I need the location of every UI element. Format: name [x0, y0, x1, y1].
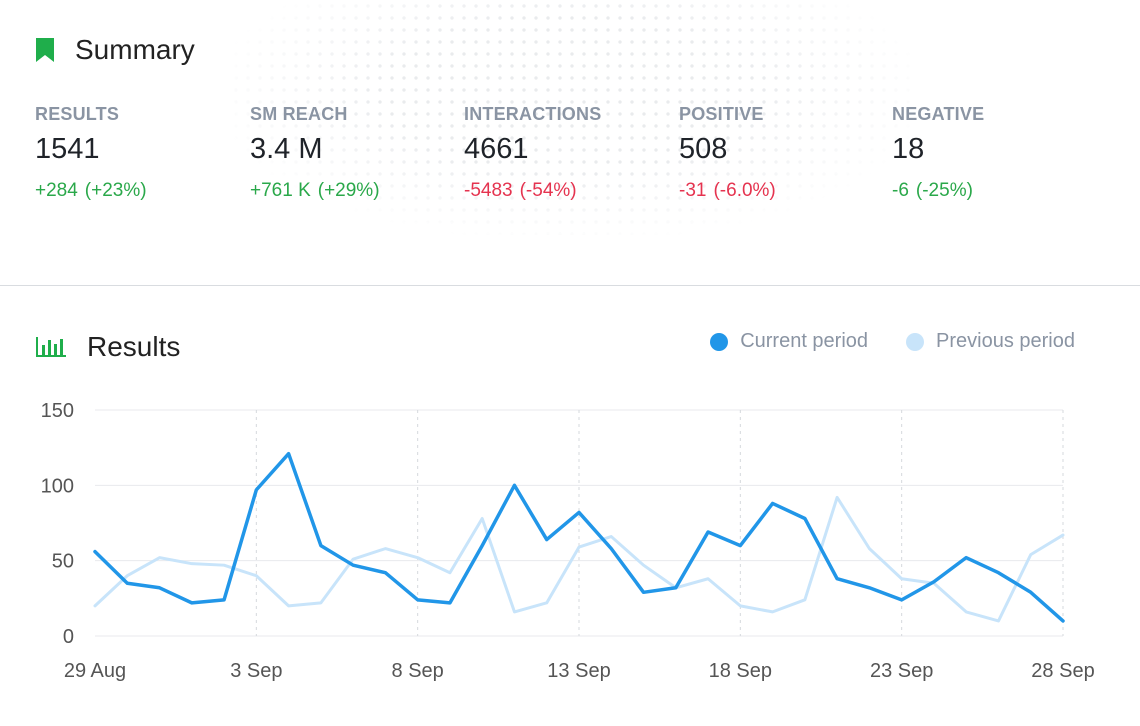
legend-dot-current [710, 332, 729, 351]
x-tick-label: 23 Sep [870, 660, 933, 682]
metric-change: -6 (-25%) [892, 180, 1092, 202]
chart-legend: Current period Previous period [710, 330, 1075, 353]
metric-percent: (+23%) [84, 180, 147, 201]
metric-label: POSITIVE [679, 104, 764, 124]
metric-value: 1541 [35, 133, 100, 165]
legend-previous-period[interactable]: Previous period [906, 330, 1075, 353]
results-header: Results [36, 331, 180, 363]
y-tick-label: 0 [63, 626, 74, 648]
x-tick-label: 18 Sep [709, 660, 772, 682]
metric-delta: -5483 [464, 180, 513, 201]
metric-percent: (+29%) [317, 180, 380, 201]
metric-label: INTERACTIONS [464, 104, 602, 124]
metric-delta: -31 [679, 180, 707, 201]
metric-percent: (-54%) [519, 180, 577, 201]
world-map-background [230, 0, 910, 235]
x-tick-label: 8 Sep [392, 660, 444, 682]
bookmark-icon [36, 38, 54, 62]
x-tick-label: 3 Sep [230, 660, 282, 682]
metric-label: NEGATIVE [892, 104, 985, 124]
current-period-line [93, 451, 1065, 623]
metric-value: 3.4 M [250, 133, 323, 165]
metric-percent: (-25%) [915, 180, 973, 201]
metric-delta: -6 [892, 180, 909, 201]
metric-change: -31 (-6.0%) [679, 180, 879, 202]
metric-interactions: INTERACTIONS 4661 -5483 (-54%) [464, 104, 664, 202]
metric-value: 4661 [464, 133, 529, 165]
metric-change: -5483 (-54%) [464, 180, 664, 202]
metric-percent: (-6.0%) [713, 180, 776, 201]
previous-period-line [93, 495, 1065, 623]
metric-results: RESULTS 1541 +284 (+23%) [35, 104, 235, 202]
x-tick-label: 13 Sep [547, 660, 610, 682]
metric-change: +761 K (+29%) [250, 180, 450, 202]
metric-label: SM REACH [250, 104, 348, 124]
metric-value: 508 [679, 133, 728, 165]
y-tick-label: 50 [52, 551, 74, 573]
metric-value: 18 [892, 133, 925, 165]
metric-positive: POSITIVE 508 -31 (-6.0%) [679, 104, 879, 202]
results-line-chart: 0 50 100 150 29 Aug 3 Sep 8 Sep 13 Sep 18 Sep 23 … [41, 400, 1095, 682]
metric-sm-reach: SM REACH 3.4 M +761 K (+29%) [250, 104, 450, 202]
legend-label: Current period [740, 330, 869, 352]
metric-label: RESULTS [35, 104, 120, 124]
legend-label: Previous period [936, 330, 1075, 352]
summary-header: Summary [36, 34, 195, 66]
results-title: Results [87, 331, 181, 362]
y-tick-label: 150 [41, 400, 74, 422]
summary-title: Summary [75, 34, 195, 65]
metric-delta: +284 [35, 180, 78, 201]
section-divider [0, 285, 1140, 286]
metric-change: +284 (+23%) [35, 180, 235, 202]
bar-chart-icon [36, 337, 66, 357]
y-tick-label: 100 [41, 475, 74, 497]
legend-dot-previous [906, 332, 925, 351]
metric-delta: +761 K [250, 180, 311, 201]
x-tick-label: 28 Sep [1031, 660, 1094, 682]
x-tick-label: 29 Aug [64, 660, 126, 682]
metric-negative: NEGATIVE 18 -6 (-25%) [892, 104, 1092, 202]
legend-current-period[interactable]: Current period [710, 330, 868, 353]
